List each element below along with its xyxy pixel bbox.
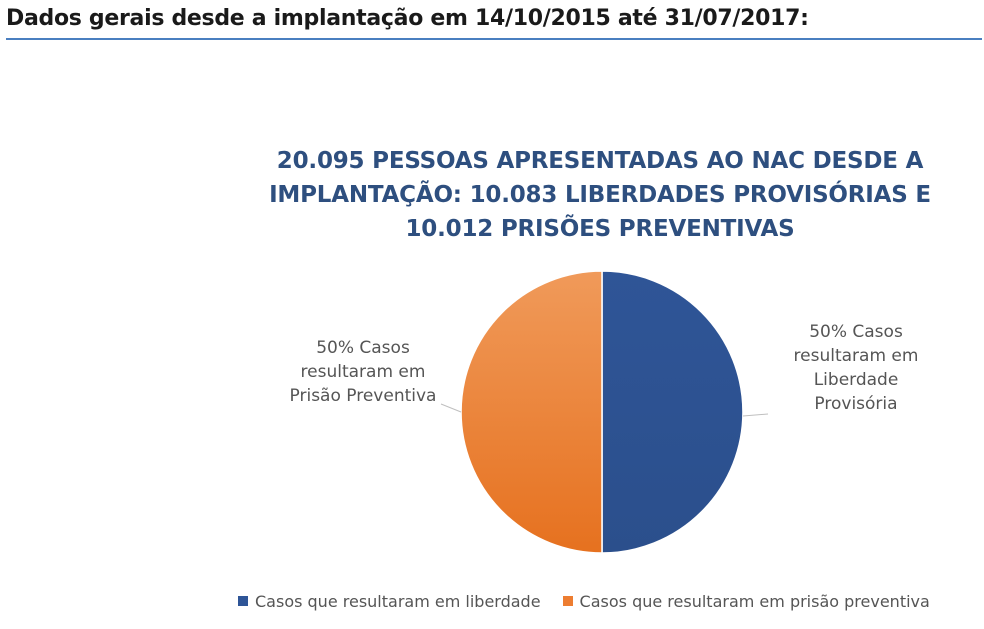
page-header: Dados gerais desde a implantação em 14/1… <box>6 4 982 40</box>
data-label-liberdade: 50% Casos resultaram em Liberdade Provis… <box>766 320 946 416</box>
legend-item-liberdade: Casos que resultaram em liberdade <box>238 592 541 611</box>
leader-line-prisao <box>440 403 462 413</box>
data-label-liberdade-line-3: Liberdade <box>813 370 899 390</box>
chart-title-line-1: 20.095 PESSOAS APRESENTADAS AO NAC DESDE… <box>276 148 924 174</box>
chart-title: 20.095 PESSOAS APRESENTADAS AO NAC DESDE… <box>250 144 950 246</box>
chart-legend: Casos que resultaram em liberdade Casos … <box>238 590 952 612</box>
chart-title-line-2: IMPLANTAÇÃO: 10.083 LIBERDADES PROVISÓRI… <box>269 182 931 208</box>
legend-swatch-prisao <box>562 596 573 606</box>
data-label-liberdade-line-4: Provisória <box>814 394 898 414</box>
legend-swatch-liberdade <box>238 596 248 606</box>
legend-item-prisao: Casos que resultaram em prisão preventiv… <box>562 591 930 611</box>
data-label-liberdade-line-1: 50% Casos <box>809 322 903 342</box>
chart-title-line-3: 10.012 PRISÕES PREVENTIVAS <box>405 216 795 242</box>
data-label-prisao: 50% Casos resultaram em Prisão Preventiv… <box>268 336 458 408</box>
leader-line-liberdade <box>742 413 769 417</box>
page-title: Dados gerais desde a implantação em 14/1… <box>6 6 809 31</box>
data-label-prisao-line-1: 50% Casos <box>316 338 410 358</box>
legend-label-prisao: Casos que resultaram em prisão preventiv… <box>579 591 930 611</box>
legend-label-liberdade: Casos que resultaram em liberdade <box>255 591 541 611</box>
data-label-prisao-line-3: Prisão Preventiva <box>289 386 437 406</box>
pie-slice-prisao <box>460 270 603 554</box>
pie-slice-liberdade <box>601 270 744 554</box>
data-label-prisao-line-2: resultaram em <box>300 362 426 382</box>
data-label-liberdade-line-2: resultaram em <box>793 346 919 366</box>
